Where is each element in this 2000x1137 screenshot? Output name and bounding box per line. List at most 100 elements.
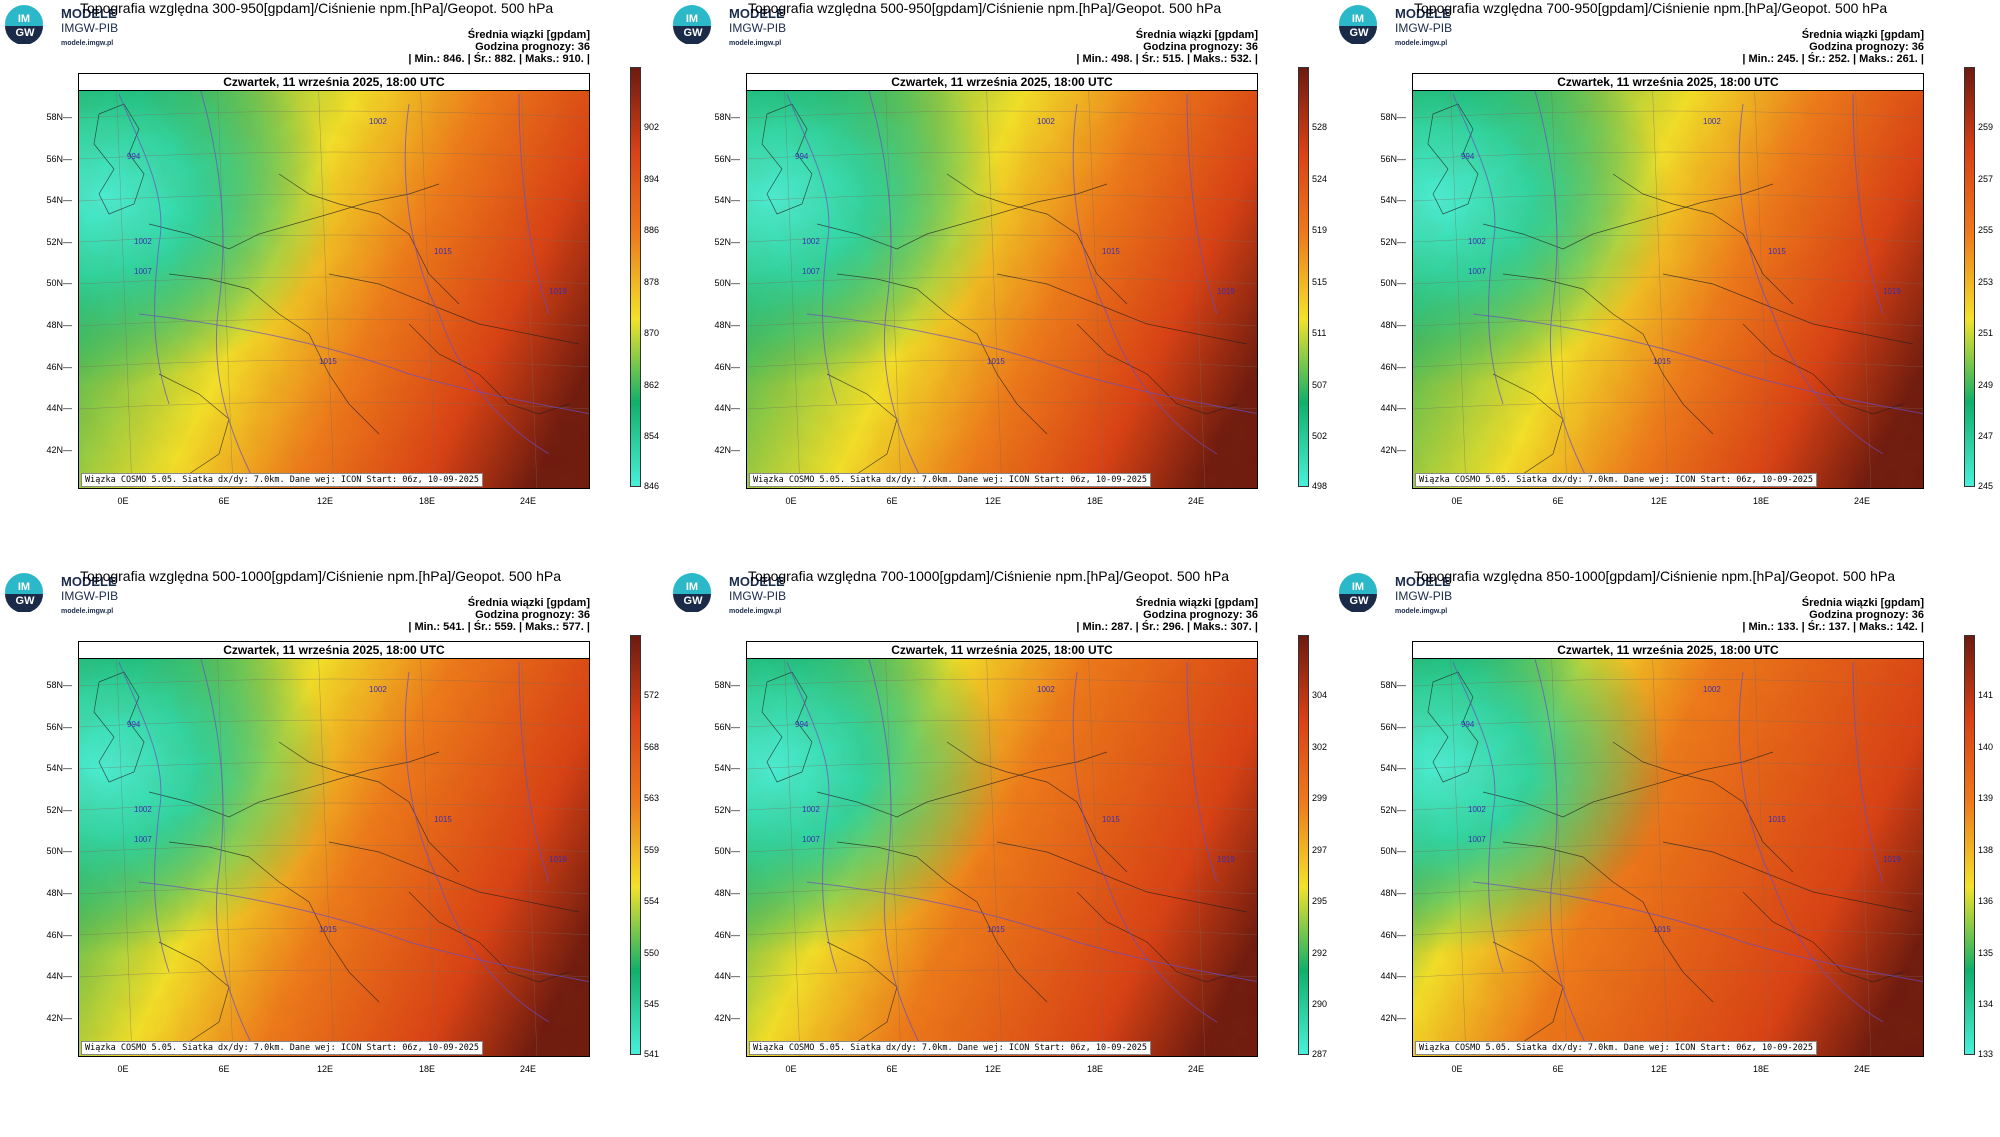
logo-line2: IMGW-PIB (61, 21, 119, 35)
colorbar-tick: 251 (1978, 328, 1994, 338)
thickness-field: 994 1002 1007 1002 1015 1019 1015 (1413, 74, 1923, 488)
svg-text:1002: 1002 (1703, 117, 1721, 126)
svg-text:1015: 1015 (1768, 815, 1786, 824)
colorbar-tick: 528 (1312, 122, 1328, 132)
svg-text:994: 994 (795, 720, 809, 729)
forecast-hour: Godzina prognozy: 36 (475, 41, 590, 53)
panel-subtitle: Średnia wiązki [gpdam] (467, 597, 590, 609)
lat-label: 48N— (46, 320, 72, 330)
imgw-logo-icon: IM GW (5, 5, 43, 45)
lon-label: 18E (418, 496, 435, 506)
colorbar-tick: 134 (1978, 999, 1994, 1009)
svg-text:1002: 1002 (1468, 237, 1486, 246)
lon-label: 6E (886, 496, 898, 506)
svg-text:1002: 1002 (134, 237, 152, 246)
min-mean-max: | Min.: 846. | Śr.: 882. | Maks.: 910. | (408, 53, 590, 65)
forecast-hour: Godzina prognozy: 36 (475, 609, 590, 621)
svg-text:1019: 1019 (1883, 287, 1901, 296)
lat-label: 52N— (46, 237, 72, 247)
colorbar-tick: 563 (644, 793, 660, 803)
lat-label: 42N— (46, 1013, 72, 1023)
colorbar-tick: 141 (1978, 690, 1994, 700)
panel-subtitle: Średnia wiązki [gpdam] (467, 29, 590, 41)
logo-line3: modele.imgw.pl (61, 608, 114, 615)
colorbar-tick: 572 (644, 690, 660, 700)
svg-text:1007: 1007 (1468, 267, 1486, 276)
colorbar (1964, 635, 1975, 1055)
valid-date: Czwartek, 11 września 2025, 18:00 UTC (79, 642, 589, 659)
logo-line1: MODELE (1395, 574, 1451, 589)
colorbar-tick: 297 (1312, 844, 1328, 855)
colorbar (630, 635, 641, 1055)
svg-text:1007: 1007 (134, 835, 152, 844)
valid-date: Czwartek, 11 września 2025, 18:00 UTC (747, 642, 1257, 659)
svg-text:IM: IM (1352, 581, 1364, 593)
logo-line2: IMGW-PIB (61, 589, 119, 603)
lon-label: 24E (1187, 496, 1204, 506)
colorbar (1298, 67, 1309, 487)
lat-label: 56N— (46, 154, 72, 164)
lat-label: 56N— (714, 154, 740, 164)
lat-label: 50N— (714, 278, 740, 288)
svg-text:1015: 1015 (434, 247, 452, 256)
lat-label: 42N— (1380, 445, 1406, 455)
lat-label: 54N— (46, 763, 72, 773)
svg-text:994: 994 (127, 152, 141, 161)
map-panel-3: IM GW MODELE IMGW-PIB modele.imgw.pl Top… (1334, 0, 2000, 568)
logo-line1: MODELE (61, 6, 117, 21)
imgw-logo-icon: IM GW (673, 573, 711, 613)
logo-line3: modele.imgw.pl (1395, 40, 1448, 47)
colorbar-tick: 862 (644, 379, 660, 390)
panel-subtitle: Średnia wiązki [gpdam] (1801, 29, 1924, 41)
lon-label: 24E (519, 496, 536, 506)
imgw-logo-icon: IM GW (673, 5, 711, 45)
lon-label: 0E (785, 1064, 797, 1074)
svg-text:1015: 1015 (1102, 247, 1120, 256)
panel-title: Topografia względna 500-950[gpdam]/Ciśni… (748, 0, 1222, 16)
svg-text:GW: GW (16, 27, 36, 39)
panel-title: Topografia względna 700-950[gpdam]/Ciśni… (1414, 0, 1888, 16)
thickness-field: 994 1002 1007 1002 1015 1019 1015 (1413, 642, 1923, 1056)
svg-text:1002: 1002 (369, 117, 387, 126)
colorbar-tick: 878 (644, 276, 660, 287)
colorbar (1964, 67, 1975, 487)
colorbar-tick: 259 (1978, 122, 1994, 132)
lat-label: 44N— (1380, 971, 1406, 981)
colorbar-tick: 304 (1312, 690, 1328, 700)
panel-title: Topografia względna 300-950[gpdam]/Ciśni… (80, 0, 554, 16)
logo-line3: modele.imgw.pl (61, 40, 114, 47)
colorbar-tick: 554 (644, 896, 660, 906)
lat-label: 46N— (714, 362, 740, 372)
svg-text:1002: 1002 (802, 805, 820, 814)
forecast-hour: Godzina prognozy: 36 (1143, 41, 1258, 53)
min-mean-max: | Min.: 541. | Śr.: 559. | Maks.: 577. | (408, 621, 590, 633)
thickness-field: 994 1002 1007 1002 1015 1019 1015 (79, 642, 589, 1056)
lat-label: 46N— (46, 930, 72, 940)
logo-line1: MODELE (61, 574, 117, 589)
colorbar-tick: 302 (1312, 741, 1328, 752)
svg-text:1015: 1015 (319, 357, 337, 366)
lon-label: 0E (117, 496, 129, 506)
svg-text:1019: 1019 (1217, 855, 1235, 864)
lat-label: 56N— (1380, 154, 1406, 164)
min-mean-max: | Min.: 245. | Śr.: 252. | Maks.: 261. | (1742, 53, 1924, 65)
imgw-logo: IM GW MODELE IMGW-PIB modele.imgw.pl (672, 572, 812, 615)
colorbar-tick: 507 (1312, 379, 1328, 390)
forecast-map: 994 1002 1007 1002 1015 1019 1015 Czwartek, 11… (78, 73, 590, 489)
lon-label: 18E (1086, 1064, 1103, 1074)
forecast-map: 994 1002 1007 1002 1015 1019 1015 Czwartek, 11… (1412, 73, 1924, 489)
svg-text:1015: 1015 (1653, 357, 1671, 366)
svg-text:1002: 1002 (1037, 685, 1055, 694)
imgw-logo-icon: IM GW (1339, 5, 1377, 45)
colorbar-tick: 135 (1978, 947, 1994, 958)
colorbar-tick: 292 (1312, 947, 1328, 958)
colorbar-tick: 253 (1978, 276, 1994, 287)
lat-label: 46N— (1380, 362, 1406, 372)
lat-label: 52N— (1380, 237, 1406, 247)
map-panel-4: IM GW MODELE IMGW-PIB modele.imgw.pl Top… (0, 568, 666, 1136)
svg-text:1007: 1007 (1468, 835, 1486, 844)
forecast-hour: Godzina prognozy: 36 (1809, 41, 1924, 53)
colorbar-tick: 524 (1312, 173, 1328, 184)
lat-label: 50N— (46, 846, 72, 856)
forecast-hour: Godzina prognozy: 36 (1143, 609, 1258, 621)
